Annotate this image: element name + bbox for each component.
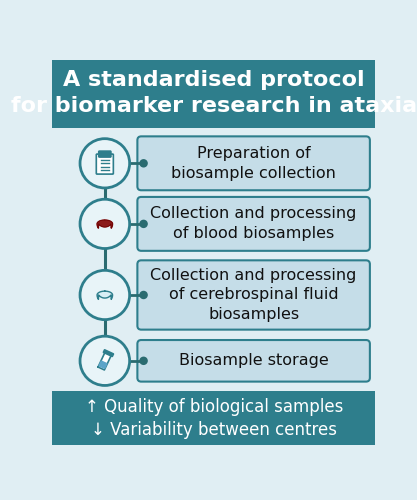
Polygon shape (98, 352, 112, 370)
Text: ↑ Quality of biological samples: ↑ Quality of biological samples (85, 398, 343, 416)
Circle shape (139, 356, 148, 365)
Circle shape (139, 159, 148, 168)
FancyBboxPatch shape (137, 340, 370, 382)
Bar (52, 60, 375, 128)
Polygon shape (99, 361, 107, 368)
FancyBboxPatch shape (137, 136, 370, 190)
Text: A standardised protocol: A standardised protocol (63, 70, 364, 90)
Text: Collection and processing
of blood biosamples: Collection and processing of blood biosa… (151, 206, 357, 242)
Circle shape (80, 270, 130, 320)
Circle shape (80, 199, 130, 248)
Text: Biosample storage: Biosample storage (179, 354, 329, 368)
Circle shape (80, 336, 130, 386)
Polygon shape (97, 220, 113, 228)
FancyBboxPatch shape (137, 197, 370, 251)
Text: Preparation of
biosample collection: Preparation of biosample collection (171, 146, 336, 180)
Circle shape (139, 290, 148, 299)
Polygon shape (103, 350, 114, 356)
Bar (52, 391, 375, 445)
Polygon shape (97, 291, 113, 300)
Text: for biomarker research in ataxia: for biomarker research in ataxia (11, 96, 417, 116)
Text: Collection and processing
of cerebrospinal fluid
biosamples: Collection and processing of cerebrospin… (151, 268, 357, 322)
FancyBboxPatch shape (99, 151, 111, 157)
FancyBboxPatch shape (96, 154, 113, 174)
Text: ↓ Variability between centres: ↓ Variability between centres (91, 421, 337, 439)
Circle shape (80, 138, 130, 188)
FancyBboxPatch shape (137, 260, 370, 330)
Circle shape (139, 220, 148, 228)
